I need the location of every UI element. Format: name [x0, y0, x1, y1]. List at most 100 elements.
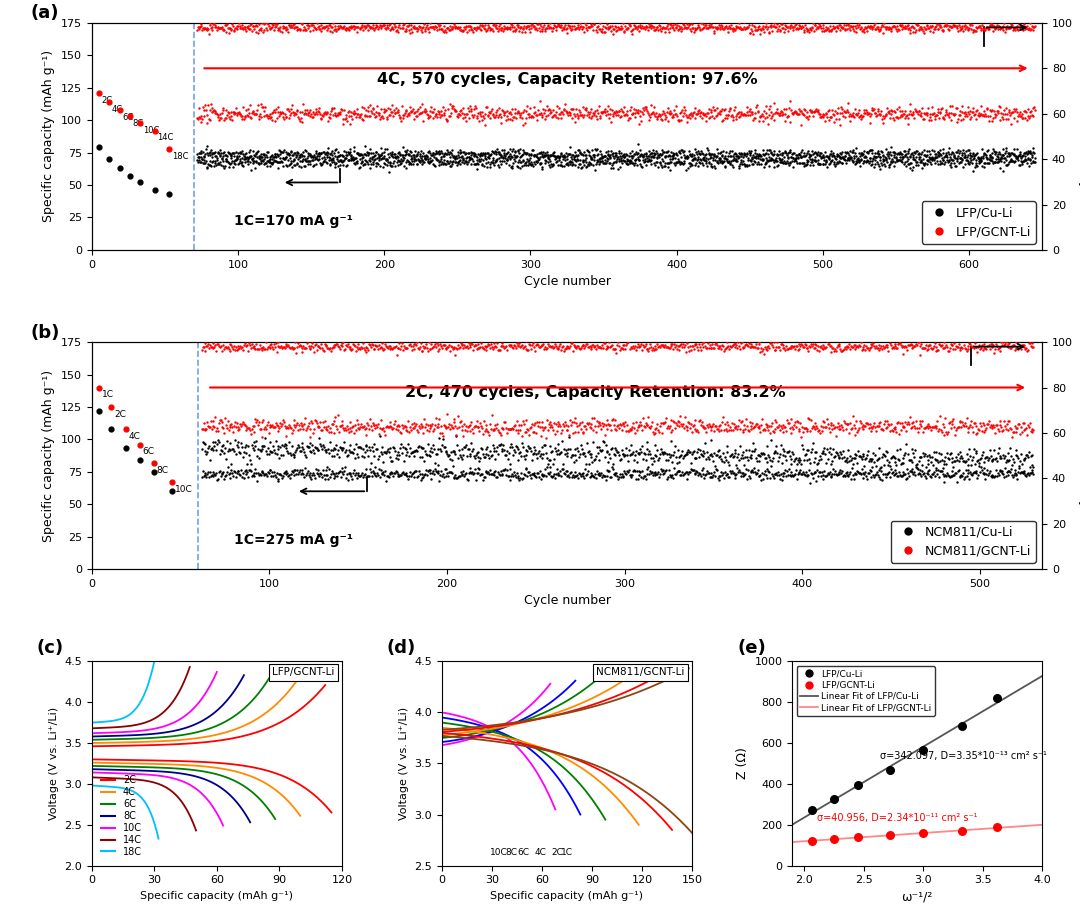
Point [359, 145, 376, 159]
Point [941, 469, 958, 484]
Point [593, 341, 610, 355]
Point [375, 159, 392, 174]
Point [455, 429, 472, 443]
Point [397, 160, 415, 175]
Point [235, 417, 253, 431]
Point [935, 157, 953, 171]
Point [634, 344, 651, 358]
Point [991, 19, 1009, 34]
Point [693, 156, 711, 170]
Point [503, 17, 521, 32]
Point [576, 341, 593, 355]
Point [616, 154, 633, 169]
Point [423, 465, 441, 480]
Point [374, 465, 391, 480]
Point [418, 341, 435, 355]
Point [816, 20, 834, 35]
Point [782, 156, 799, 170]
Point [585, 411, 603, 426]
Point [454, 149, 471, 164]
Point [892, 338, 909, 353]
Point [715, 21, 732, 36]
Point [376, 18, 393, 33]
Point [607, 147, 624, 161]
Point [762, 459, 780, 474]
Point [922, 454, 940, 469]
Point [203, 340, 220, 354]
Point [418, 467, 435, 482]
Point [231, 18, 248, 33]
Point [588, 424, 605, 439]
Point [770, 19, 787, 34]
Point [713, 154, 730, 169]
Point [680, 464, 698, 479]
Point [1020, 146, 1037, 160]
Point [645, 19, 662, 34]
Point [310, 101, 327, 115]
Point [711, 151, 728, 166]
Point [210, 156, 227, 170]
Point [388, 23, 405, 38]
Point [364, 17, 381, 32]
Point [962, 458, 980, 473]
Point [163, 484, 180, 498]
Point [497, 463, 514, 477]
Point [780, 149, 797, 164]
Point [413, 105, 430, 120]
Point [438, 154, 456, 169]
Point [814, 472, 832, 486]
Point [557, 146, 575, 160]
Point [251, 151, 268, 166]
Point [489, 145, 507, 159]
Point [534, 159, 551, 174]
Point [948, 151, 966, 166]
Point [693, 146, 711, 160]
Point [367, 337, 384, 352]
Point [204, 104, 221, 119]
Point [333, 152, 350, 167]
Point [430, 147, 447, 162]
Point [791, 156, 808, 170]
Point [377, 445, 394, 460]
Point [537, 340, 554, 354]
Point [516, 339, 534, 354]
Point [977, 149, 995, 164]
Point [986, 469, 1003, 484]
Point [1005, 147, 1023, 161]
Point [693, 463, 711, 477]
Point [805, 420, 822, 434]
Point [190, 152, 207, 167]
Point [913, 153, 930, 168]
Point [740, 469, 757, 484]
Point [774, 147, 792, 161]
Point [241, 463, 258, 477]
Point [476, 117, 494, 132]
Point [453, 413, 470, 428]
Point [714, 19, 731, 34]
Point [974, 108, 991, 123]
Point [585, 105, 603, 120]
Point [499, 20, 516, 35]
Point [553, 469, 570, 484]
Point [215, 103, 232, 117]
Point [728, 147, 745, 162]
Point [996, 414, 1013, 429]
Point [402, 100, 419, 114]
Point [679, 19, 697, 34]
Point [940, 107, 957, 122]
Point [891, 468, 908, 483]
Point [350, 106, 367, 121]
Point [732, 451, 750, 465]
Point [234, 450, 252, 464]
Point [793, 149, 810, 164]
Point [504, 155, 522, 169]
Point [350, 450, 367, 464]
Point [235, 111, 253, 125]
Point [472, 148, 489, 163]
Point [616, 25, 633, 39]
Point [581, 105, 598, 120]
Point [517, 342, 535, 356]
Point [970, 156, 987, 170]
Point [755, 143, 772, 158]
Point [378, 109, 395, 124]
